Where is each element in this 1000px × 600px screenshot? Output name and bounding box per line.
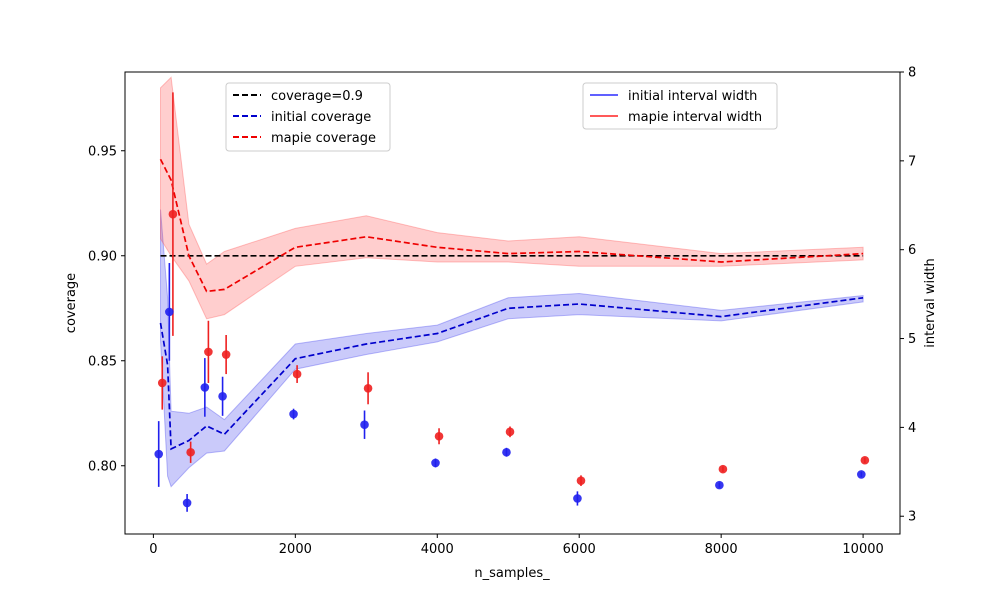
left-y-tick-label: 0.95 <box>88 144 117 159</box>
x-axis-label: n_samples_ <box>474 566 550 581</box>
left-y-tick-label: 0.80 <box>88 459 117 474</box>
right-y-tick-label: 3 <box>908 510 916 525</box>
legend-label-mapie-width: mapie interval width <box>628 110 762 125</box>
right-y-tick-label: 6 <box>908 243 916 258</box>
left-y-axis-label: coverage <box>64 273 79 333</box>
legend-coverage-box <box>225 82 391 152</box>
legend-label-initial-width: initial interval width <box>628 89 757 104</box>
mapie-interval-width-point <box>157 378 167 388</box>
initial-interval-width-point <box>218 391 227 401</box>
initial-interval-width-point <box>154 449 164 459</box>
mapie-interval-width-point <box>434 431 444 441</box>
legend-coverage: coverage=0.9 initial coverage mapie cove… <box>225 82 391 152</box>
left-y-tick-label: 0.85 <box>88 354 117 369</box>
mapie-interval-width-point <box>292 369 302 379</box>
mapie-coverage-line <box>159 158 864 293</box>
initial-interval-width-point <box>165 307 174 317</box>
mapie-interval-width-point <box>718 464 728 474</box>
mapie-interval-width-point <box>363 383 373 393</box>
mapie-coverage-band <box>160 76 864 320</box>
confidence-bands <box>160 76 864 488</box>
right-y-tick-label: 5 <box>908 332 916 347</box>
initial-interval-width-point <box>360 420 369 430</box>
x-axis-ticks: 0 2000 4000 6000 8000 10000 <box>149 534 884 557</box>
mapie-interval-width-point <box>186 447 195 457</box>
initial-interval-width-point <box>289 409 298 419</box>
mapie-interval-width-point <box>505 427 515 437</box>
mapie-interval-width-point <box>860 455 870 465</box>
mapie-interval-width-point <box>221 350 231 359</box>
left-y-tick-label: 0.90 <box>88 249 117 264</box>
right-y-axis-ticks: 3 4 5 6 7 8 <box>900 66 916 525</box>
coverage-lines <box>159 158 864 451</box>
x-tick-label: 8000 <box>705 542 738 557</box>
width-points <box>154 92 870 512</box>
initial-interval-width-point <box>502 447 511 457</box>
initial-interval-width-point <box>182 498 192 508</box>
legend-width: initial interval width mapie interval wi… <box>582 82 778 130</box>
right-y-tick-label: 4 <box>908 421 916 436</box>
initial-interval-width-point <box>857 470 866 479</box>
x-tick-label: 0 <box>149 542 157 557</box>
x-tick-label: 6000 <box>563 542 596 557</box>
initial-coverage-band <box>160 209 864 488</box>
right-y-tick-label: 7 <box>908 154 916 169</box>
x-tick-label: 10000 <box>842 542 883 557</box>
plot-frame <box>124 71 901 535</box>
right-y-tick-label: 8 <box>908 66 916 81</box>
mapie-interval-width-point <box>204 347 213 357</box>
legend-label-initial-coverage: initial coverage <box>271 110 371 125</box>
right-y-axis-label: interval width <box>923 258 938 348</box>
x-tick-label: 4000 <box>421 542 454 557</box>
initial-interval-width-point <box>200 383 210 392</box>
mapie-interval-width-point <box>576 476 586 485</box>
legend-label-mapie-coverage: mapie coverage <box>271 131 376 146</box>
x-tick-label: 2000 <box>279 542 312 557</box>
initial-coverage-line <box>159 296 864 451</box>
mapie-interval-width-point <box>168 209 178 219</box>
initial-interval-width-point <box>715 480 724 490</box>
legend-width-box <box>582 82 778 130</box>
initial-interval-width-point <box>573 494 582 503</box>
initial-interval-width-point <box>431 458 440 468</box>
left-y-axis-ticks: 0.80 0.85 0.90 0.95 <box>88 144 125 474</box>
legend-label-target: coverage=0.9 <box>271 89 363 104</box>
